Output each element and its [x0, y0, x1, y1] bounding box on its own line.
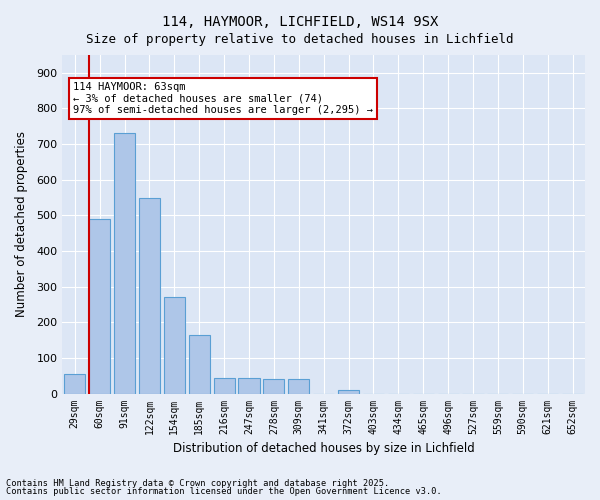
Bar	[114, 134, 135, 394]
Bar	[89, 219, 110, 394]
Bar	[188, 335, 210, 394]
Text: Size of property relative to detached houses in Lichfield: Size of property relative to detached ho…	[86, 32, 514, 46]
Text: Contains HM Land Registry data © Crown copyright and database right 2025.: Contains HM Land Registry data © Crown c…	[6, 478, 389, 488]
Bar	[214, 378, 235, 394]
Y-axis label: Number of detached properties: Number of detached properties	[15, 132, 28, 318]
Bar	[338, 390, 359, 394]
Bar	[164, 298, 185, 394]
Bar	[238, 378, 260, 394]
X-axis label: Distribution of detached houses by size in Lichfield: Distribution of detached houses by size …	[173, 442, 475, 455]
Text: Contains public sector information licensed under the Open Government Licence v3: Contains public sector information licen…	[6, 487, 442, 496]
Text: 114, HAYMOOR, LICHFIELD, WS14 9SX: 114, HAYMOOR, LICHFIELD, WS14 9SX	[162, 15, 438, 29]
Bar	[263, 380, 284, 394]
Text: 114 HAYMOOR: 63sqm
← 3% of detached houses are smaller (74)
97% of semi-detached: 114 HAYMOOR: 63sqm ← 3% of detached hous…	[73, 82, 373, 116]
Bar	[288, 380, 310, 394]
Bar	[64, 374, 85, 394]
Bar	[139, 198, 160, 394]
